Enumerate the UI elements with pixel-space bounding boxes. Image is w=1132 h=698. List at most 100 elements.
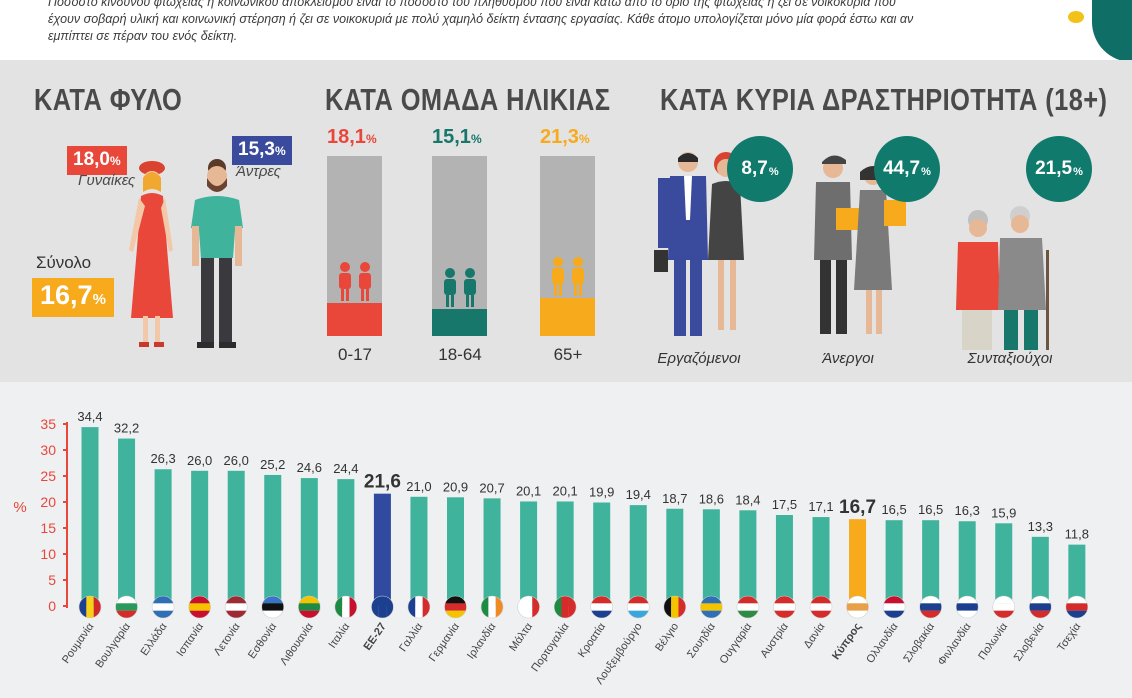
bar (154, 469, 172, 606)
bar (300, 478, 318, 606)
age-value: 21,3% (540, 126, 590, 148)
x-tick-label: Κροατία (576, 620, 609, 660)
age-bar-fill (432, 309, 487, 336)
flag-ring (1029, 595, 1052, 619)
bar (337, 479, 355, 606)
activity-title: ΚΑΤΑ ΚΥΡΙΑ ΔΡΑΣΤΗΡΙΟΤΗΤΑ (18+) (660, 82, 1108, 117)
flag-ring (115, 595, 138, 619)
bar (556, 501, 574, 606)
flag-icon (846, 596, 869, 618)
bar (629, 505, 647, 606)
data-label: 26,0 (187, 453, 212, 468)
data-label: 26,0 (224, 453, 249, 468)
flag-ring (297, 595, 321, 619)
data-label: 24,6 (297, 460, 322, 475)
age-title: ΚΑΤΑ ΟΜΑΔΑ ΗΛΙΚΙΑΣ (325, 82, 611, 117)
activity-illustration (654, 152, 1049, 350)
x-tick-label: Πολωνία (976, 620, 1010, 662)
flag-icon (298, 596, 321, 618)
data-label: 20,1 (516, 483, 541, 498)
flag-icon (663, 596, 686, 618)
flag-icon (444, 596, 467, 618)
bar (922, 520, 940, 606)
flag-ring (882, 595, 906, 619)
age-label: 18-64 (438, 345, 482, 364)
flag-ring (1065, 595, 1089, 619)
activity-label: Εργαζόμενοι (657, 350, 741, 367)
age-bar-fill (327, 303, 382, 336)
activity-label: Συνταξιούχοι (967, 350, 1053, 367)
bar (520, 501, 538, 606)
flag-ring (846, 595, 869, 619)
data-label: 17,1 (808, 499, 833, 514)
data-label: 32,2 (114, 421, 139, 436)
flag-ring (773, 595, 796, 619)
data-label: 18,6 (699, 491, 724, 506)
bar (483, 498, 501, 606)
people-icon (546, 254, 590, 298)
flag-icon (627, 596, 650, 618)
age-bar-track (432, 156, 487, 336)
flag-icon (1029, 596, 1052, 618)
man-figure (191, 159, 243, 348)
flag-icon (590, 596, 613, 618)
flag-icon (79, 596, 101, 618)
flag-ring (663, 595, 687, 619)
total-value: 16,7 (40, 280, 93, 310)
x-tick-label: Μάλτα (507, 620, 535, 653)
bar (775, 515, 793, 606)
x-tick-label: Βέλγιο (653, 621, 681, 654)
women-value: 18,0 (73, 149, 110, 170)
x-tick-label: Σουηδία (685, 620, 718, 660)
flag-ring (224, 595, 248, 619)
bar (666, 508, 684, 606)
data-label: 16,5 (918, 502, 943, 517)
x-tick-label: Ελλάδα (138, 620, 169, 658)
x-tick-label: Ισπανία (175, 620, 207, 658)
flag-icon (334, 596, 357, 618)
x-tick-label: Φινλανδία (936, 620, 974, 667)
bar (447, 497, 464, 606)
bar (849, 519, 867, 606)
flag-icon (919, 596, 942, 618)
data-label: 11,8 (1065, 527, 1089, 542)
data-label: 25,2 (260, 457, 285, 472)
y-tick-label: 25 (40, 468, 56, 484)
bar (739, 510, 757, 606)
flag-ring (371, 595, 394, 619)
bar (593, 502, 611, 606)
data-label: 20,7 (479, 480, 504, 495)
flag-icon (152, 596, 175, 618)
bar (373, 493, 391, 606)
flag-icon (554, 596, 577, 618)
data-label: 16,5 (881, 502, 906, 517)
flag-ring (955, 595, 979, 619)
bar (958, 521, 976, 606)
y-tick-label: 10 (40, 546, 56, 562)
data-label: 18,4 (735, 492, 760, 507)
men-badge: 15,3% (232, 136, 292, 165)
total-label: Σύνολο (36, 253, 92, 272)
gender-title: ΚΑΤΑ ΦΥΛΟ (34, 82, 183, 117)
flag-icon (736, 596, 759, 618)
data-label: 17,5 (772, 497, 797, 512)
flag-ring (919, 595, 942, 619)
flag-icon (992, 596, 1015, 618)
x-tick-label: Δανία (802, 620, 828, 650)
flag-icon (481, 596, 504, 618)
bar (264, 474, 282, 606)
flag-icon (517, 596, 540, 618)
flag-icon (261, 596, 284, 618)
flag-ring (626, 595, 650, 619)
flag-icon (1065, 596, 1088, 618)
data-label: 21,0 (406, 479, 431, 494)
men-label: Άντρες (236, 163, 281, 180)
flag-icon (700, 596, 723, 618)
bar (1031, 536, 1049, 606)
x-tick-label: Λιθουανία (278, 620, 316, 667)
age-label: 0-17 (337, 345, 373, 364)
flag-ring (444, 595, 467, 619)
data-label: 34,4 (77, 409, 102, 424)
flag-icon (883, 596, 906, 618)
women-label: Γυναίκες (78, 172, 136, 189)
